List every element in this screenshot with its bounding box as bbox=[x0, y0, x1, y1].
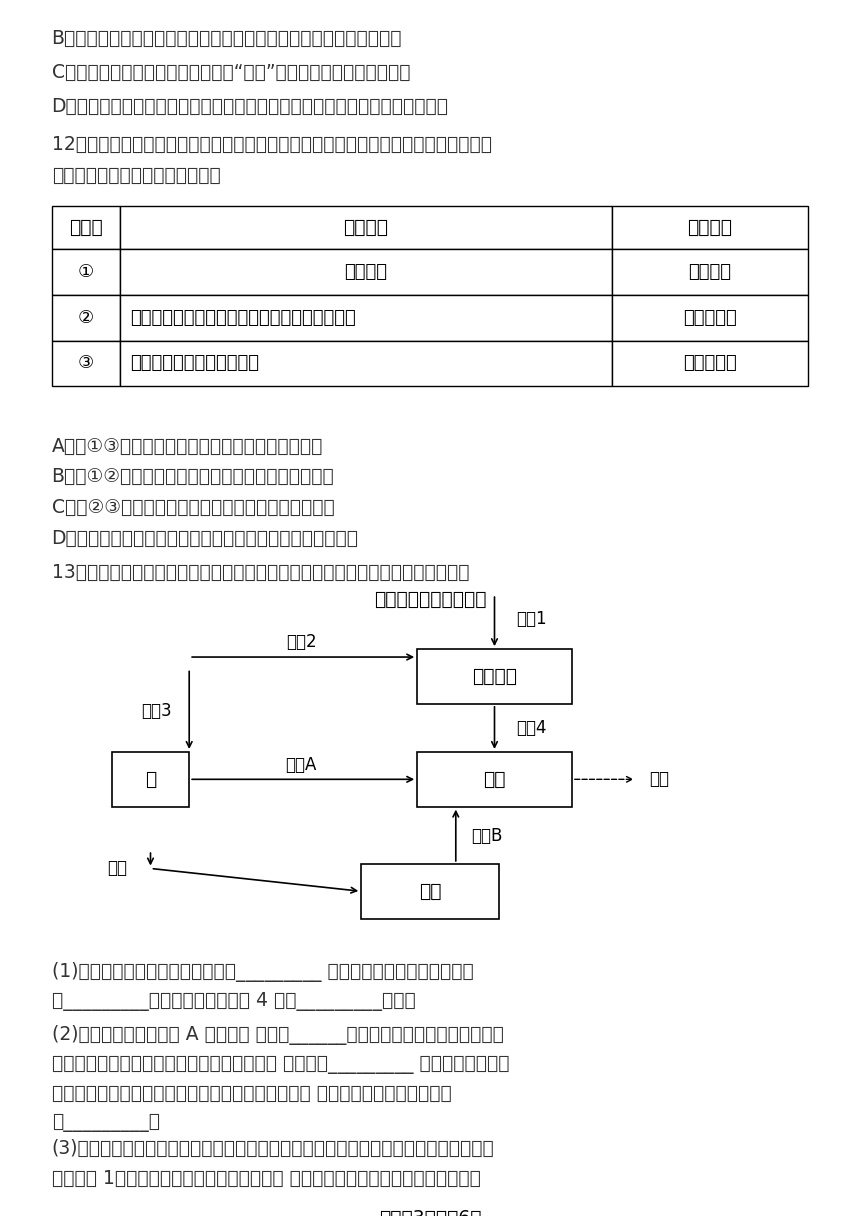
FancyBboxPatch shape bbox=[112, 751, 189, 806]
Text: (3)甲同学想探究胰液的分泌主要是受神经调节还是激素调节，其主要思路是阻断实验小: (3)甲同学想探究胰液的分泌主要是受神经调节还是激素调节，其主要思路是阻断实验小 bbox=[52, 1139, 494, 1159]
Text: 激素A: 激素A bbox=[286, 755, 316, 773]
FancyBboxPatch shape bbox=[611, 249, 808, 294]
Text: 出现糖尿: 出现糖尿 bbox=[689, 263, 732, 281]
Text: 看见、導到、和嘲食物: 看见、導到、和嘲食物 bbox=[374, 590, 486, 609]
Text: 胰腺: 胰腺 bbox=[483, 770, 506, 789]
FancyBboxPatch shape bbox=[611, 206, 808, 249]
Text: 切除胰腺，注射胰岛提取液: 切除胰腺，注射胰岛提取液 bbox=[130, 354, 259, 372]
FancyBboxPatch shape bbox=[52, 206, 120, 249]
Text: 实验组: 实验组 bbox=[69, 218, 102, 237]
Text: 12．下面是科学家为揭开糖尿病的发病原因，以狗为实验动物进行研究的结果。对该实: 12．下面是科学家为揭开糖尿病的发病原因，以狗为实验动物进行研究的结果。对该实 bbox=[52, 135, 492, 154]
Text: 切除胰腺: 切除胰腺 bbox=[344, 263, 387, 281]
Text: 胃: 胃 bbox=[144, 770, 157, 789]
Text: 验结果的分析不正确的是（　　）: 验结果的分析不正确的是（ ） bbox=[52, 165, 220, 185]
Text: 结扎胰管，胰腺细胞大部分委缩，胰岛细胞活着: 结扎胰管，胰腺细胞大部分委缩，胰岛细胞活着 bbox=[130, 309, 356, 327]
Text: C．由②③实验可知：胰岛提取液是由胰岛细胞分泌的: C．由②③实验可知：胰岛提取液是由胰岛细胞分泌的 bbox=[52, 499, 335, 517]
Text: 不出现糖尿: 不出现糖尿 bbox=[683, 354, 737, 372]
Text: D．该研究证明：糖尿病的发病可能与胰岛细胞的分泌物有关: D．该研究证明：糖尿病的发病可能与胰岛细胞的分泌物有关 bbox=[52, 529, 359, 548]
FancyBboxPatch shape bbox=[120, 249, 611, 294]
Text: 激素B: 激素B bbox=[471, 827, 502, 845]
Text: 实验操作: 实验操作 bbox=[343, 218, 388, 237]
Text: (1)看见食物引起胰液分泌，这属于_________ 反射，完成该反射的感受器位: (1)看见食物引起胰液分泌，这属于_________ 反射，完成该反射的感受器位 bbox=[52, 962, 473, 983]
FancyBboxPatch shape bbox=[52, 249, 120, 294]
FancyBboxPatch shape bbox=[52, 294, 120, 340]
Text: 13．胰液的分泌调节是一个复杂的过程，如图为胰液分泌调节的示意图，请回答：: 13．胰液的分泌调节是一个复杂的过程，如图为胰液分泌调节的示意图，请回答： bbox=[52, 563, 469, 582]
Text: 液分泌不足会大大影响糖类、蛋白质和脂胀的消化， 是因为胰液中含有分解它们: 液分泌不足会大大影响糖类、蛋白质和脂胀的消化， 是因为胰液中含有分解它们 bbox=[52, 1085, 452, 1103]
Text: B．由①②实验可知：胰腺由内分泌部和外分泌部组成: B．由①②实验可知：胰腺由内分泌部和外分泌部组成 bbox=[52, 467, 335, 486]
FancyBboxPatch shape bbox=[120, 206, 611, 249]
Text: B．谷爱凌在比赛中，空中翻腾多次后仍稳稳落地，与小脑的功能有关: B．谷爱凌在比赛中，空中翻腾多次后仍稳稳落地，与小脑的功能有关 bbox=[52, 28, 402, 47]
Text: 不出现糖尿: 不出现糖尿 bbox=[683, 309, 737, 327]
Text: 于_________；从功能上看，神经 4 属于_________神经。: 于_________；从功能上看，神经 4 属于_________神经。 bbox=[52, 992, 415, 1010]
Text: 分泌: 分泌 bbox=[649, 770, 669, 788]
FancyBboxPatch shape bbox=[361, 863, 499, 919]
Text: 食物: 食物 bbox=[108, 860, 127, 878]
FancyBboxPatch shape bbox=[417, 649, 572, 704]
Text: (2)和嘲食物会引起激素 A 的分泌， 这属于______调节，食物进入胃、小肠后可直: (2)和嘲食物会引起激素 A 的分泌， 这属于______调节，食物进入胃、小肠… bbox=[52, 1025, 503, 1045]
Text: 的_________。: 的_________。 bbox=[52, 1113, 160, 1132]
Text: 神经中枢: 神经中枢 bbox=[472, 666, 517, 686]
FancyBboxPatch shape bbox=[611, 340, 808, 387]
Text: 接刺激胃、小肠分泌激素调节胰腺分泌胰液， 胰液通过_________ 进入十二指肠。胰: 接刺激胃、小肠分泌激素调节胰腺分泌胰液， 胰液通过_________ 进入十二指… bbox=[52, 1054, 509, 1074]
Text: 鼠的神经 1，与相同且正常小鼠对照，观察胰 液分泌量的变化，乙同学认为该思路是: 鼠的神经 1，与相同且正常小鼠对照，观察胰 液分泌量的变化，乙同学认为该思路是 bbox=[52, 1169, 481, 1188]
Text: 小肠: 小肠 bbox=[419, 882, 441, 901]
Text: D．比赛项目刚结束，呼吸、心跳速度仍较快，与神经系统和激素等的调节有关: D．比赛项目刚结束，呼吸、心跳速度仍较快，与神经系统和激素等的调节有关 bbox=[52, 97, 449, 117]
Text: C．比赛开始前，运动员一般会进行“热身”，这样可以减少受伤的概率: C．比赛开始前，运动员一般会进行“热身”，这样可以减少受伤的概率 bbox=[52, 63, 410, 81]
Text: 神经1: 神经1 bbox=[516, 610, 547, 629]
FancyBboxPatch shape bbox=[611, 294, 808, 340]
Text: 神经4: 神经4 bbox=[516, 719, 546, 737]
Text: ③: ③ bbox=[77, 354, 94, 372]
Text: 神经3: 神经3 bbox=[141, 702, 172, 720]
FancyBboxPatch shape bbox=[120, 340, 611, 387]
Text: ①: ① bbox=[77, 263, 94, 281]
Text: A．由①③实验可知：胰岛提取液可防止糖尿的出现: A．由①③实验可知：胰岛提取液可防止糖尿的出现 bbox=[52, 437, 323, 456]
FancyBboxPatch shape bbox=[120, 294, 611, 340]
Text: 实验结果: 实验结果 bbox=[687, 218, 733, 237]
Text: 神经2: 神经2 bbox=[286, 634, 316, 652]
FancyBboxPatch shape bbox=[417, 751, 572, 806]
Text: 试卷第3页，八6页: 试卷第3页，八6页 bbox=[378, 1209, 482, 1216]
FancyBboxPatch shape bbox=[52, 340, 120, 387]
Text: ②: ② bbox=[77, 309, 94, 327]
